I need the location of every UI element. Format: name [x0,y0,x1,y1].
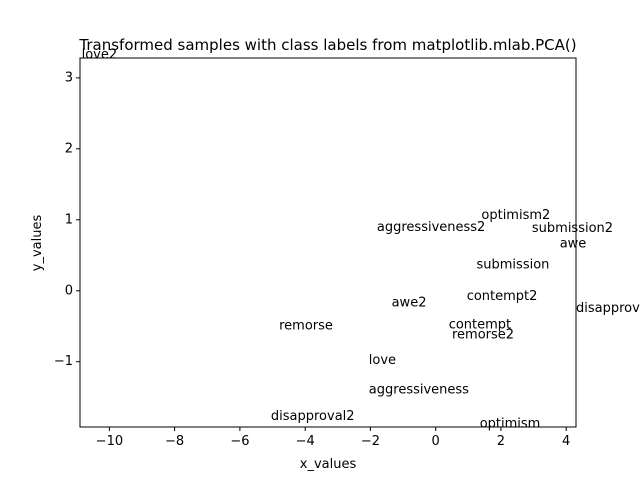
point-label: love2 [82,48,118,63]
point-label: submission [477,258,550,273]
x-axis-ticks: −10 −8 −6 −4 −2 0 2 4 [96,427,570,449]
x-tick-label: −2 [361,434,380,449]
point-label: love [369,353,396,368]
plot-frame [79,57,577,428]
x-tick-label: −8 [165,434,184,449]
y-axis-ticks: −1 0 1 2 3 [54,70,80,369]
y-axis-label: y_values [30,215,45,272]
x-axis-label: x_values [300,457,357,472]
y-tick-label: −1 [54,354,73,369]
point-label: remorse [279,319,333,334]
point-label: remorse2 [452,327,514,342]
x-tick-label: 0 [432,434,440,449]
point-label: disapproval2 [271,409,355,424]
x-tick-label: −6 [230,434,249,449]
y-tick-label: 0 [65,283,73,298]
point-label: awe [560,236,587,251]
y-tick-label: 3 [65,70,73,85]
chart-title: Transformed samples with class labels fr… [78,36,576,54]
x-tick-label: −4 [296,434,315,449]
x-tick-label: −10 [96,434,123,449]
y-tick-label: 2 [65,141,73,156]
point-label: contempt [449,317,511,332]
point-label: awe2 [392,295,427,310]
point-label: aggressiveness [369,383,469,398]
point-label: optimism [480,417,541,432]
point-label: disapproval [576,301,640,316]
point-label: submission2 [532,221,613,236]
point-label: contempt2 [467,289,538,304]
x-tick-label: 2 [497,434,505,449]
x-tick-label: 4 [562,434,570,449]
point-label: optimism2 [481,208,550,223]
y-tick-label: 1 [65,212,73,227]
point-label: aggressiveness2 [377,220,485,235]
